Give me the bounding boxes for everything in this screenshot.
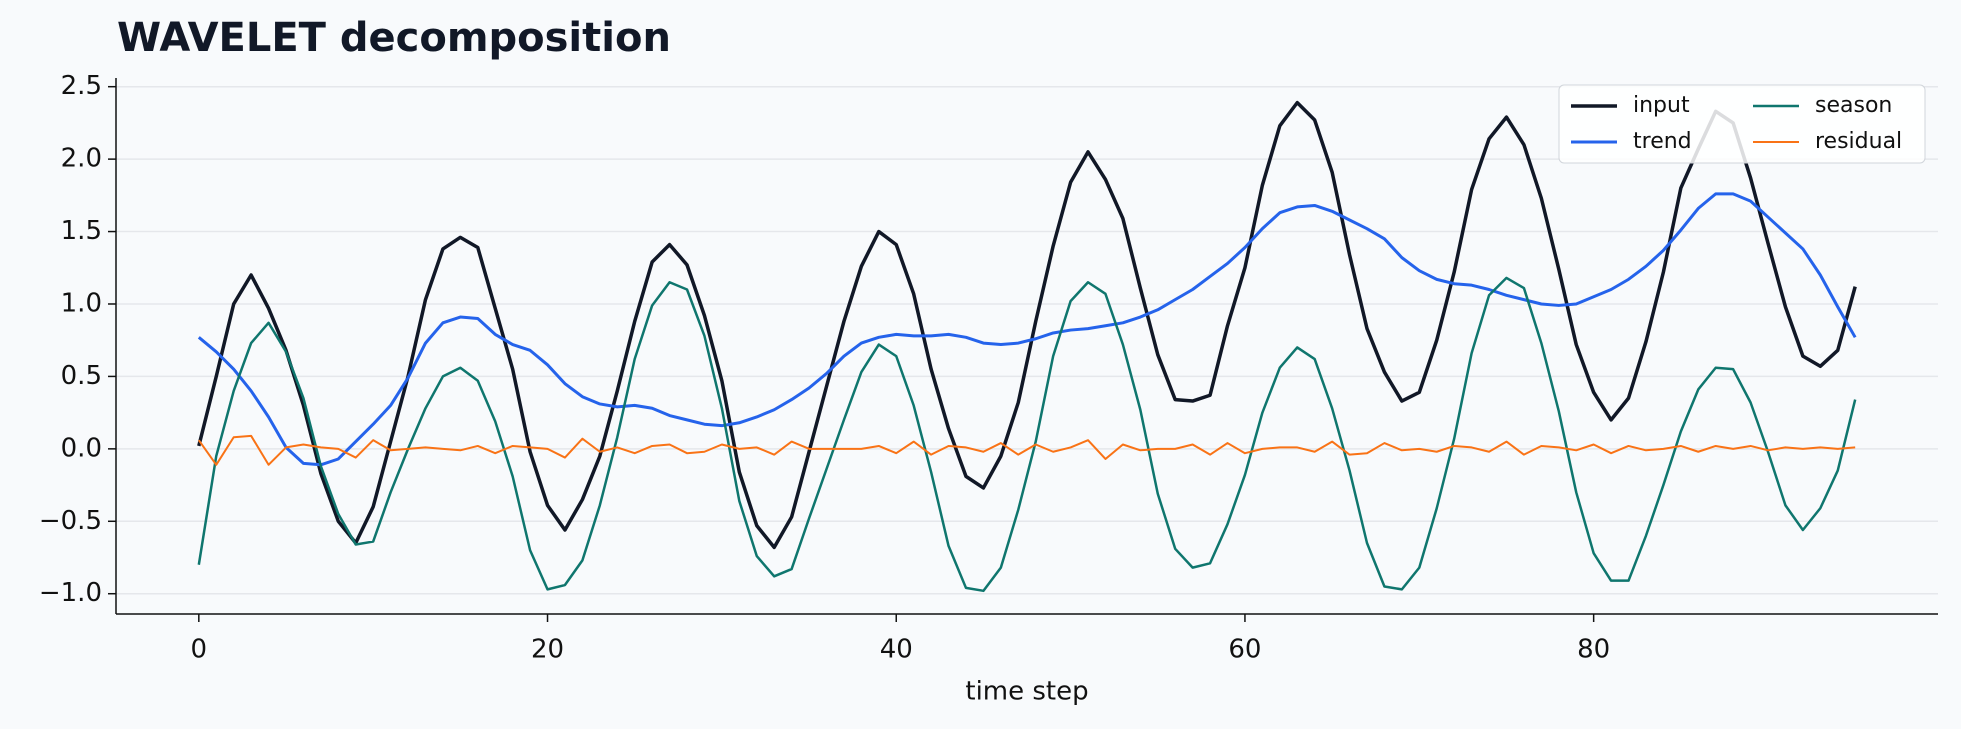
legend-label: trend <box>1633 129 1692 154</box>
x-tick-label: 0 <box>191 635 208 665</box>
legend-label: residual <box>1815 129 1902 154</box>
y-tick-label: 1.0 <box>61 288 102 318</box>
y-tick-label: −0.5 <box>39 506 102 536</box>
y-tick-label: 1.5 <box>61 216 102 246</box>
x-tick-label: 40 <box>880 635 913 665</box>
y-tick-label: −1.0 <box>39 578 102 608</box>
series-line <box>198 434 1856 466</box>
series-line <box>197 276 1857 593</box>
x-tick-label: 60 <box>1228 635 1261 665</box>
x-tick-label: 80 <box>1577 635 1610 665</box>
legend: input trend season residual <box>1558 84 1926 164</box>
x-tick-label: 20 <box>531 635 564 665</box>
legend-box <box>1558 84 1926 164</box>
x-axis-label: time step <box>965 677 1088 707</box>
y-tick-label: 2.5 <box>61 71 102 101</box>
y-tick-label: 0.0 <box>61 433 102 463</box>
y-tick-label: 0.5 <box>61 361 102 391</box>
y-tick-label: 2.0 <box>61 144 102 174</box>
series-line <box>197 100 1857 550</box>
legend-label: input <box>1633 93 1690 118</box>
legend-label: season <box>1815 93 1892 118</box>
chart-title: WAVELET decomposition <box>117 15 671 61</box>
series-line <box>197 192 1857 467</box>
